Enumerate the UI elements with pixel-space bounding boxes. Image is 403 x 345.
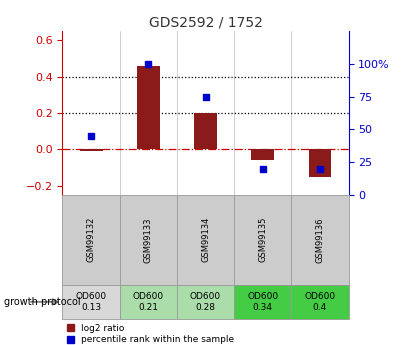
Text: OD600
0.34: OD600 0.34 [247, 292, 278, 312]
Text: GSM99133: GSM99133 [144, 217, 153, 263]
Text: OD600
0.13: OD600 0.13 [75, 292, 107, 312]
Bar [62, 285, 120, 319]
Bar [291, 285, 349, 319]
Legend: log2 ratio, percentile rank within the sample: log2 ratio, percentile rank within the s… [67, 324, 235, 344]
Bar [120, 285, 177, 319]
Bar [309, 149, 331, 177]
Text: OD600
0.4: OD600 0.4 [304, 292, 336, 312]
Text: growth protocol: growth protocol [4, 297, 81, 307]
Bar [177, 195, 234, 285]
Bar [62, 195, 120, 285]
Bar [120, 195, 177, 285]
Text: OD600
0.28: OD600 0.28 [190, 292, 221, 312]
Text: GSM99132: GSM99132 [87, 217, 96, 263]
Bar [194, 113, 217, 149]
Bar [251, 149, 274, 160]
Text: GSM99136: GSM99136 [316, 217, 324, 263]
Bar [234, 195, 291, 285]
Bar [80, 149, 102, 151]
Text: GSM99134: GSM99134 [201, 217, 210, 263]
Bar [234, 285, 291, 319]
Text: GSM99135: GSM99135 [258, 217, 267, 263]
Text: OD600
0.21: OD600 0.21 [133, 292, 164, 312]
Bar [177, 285, 234, 319]
Title: GDS2592 / 1752: GDS2592 / 1752 [149, 16, 262, 30]
Bar [291, 195, 349, 285]
Bar [137, 66, 160, 149]
